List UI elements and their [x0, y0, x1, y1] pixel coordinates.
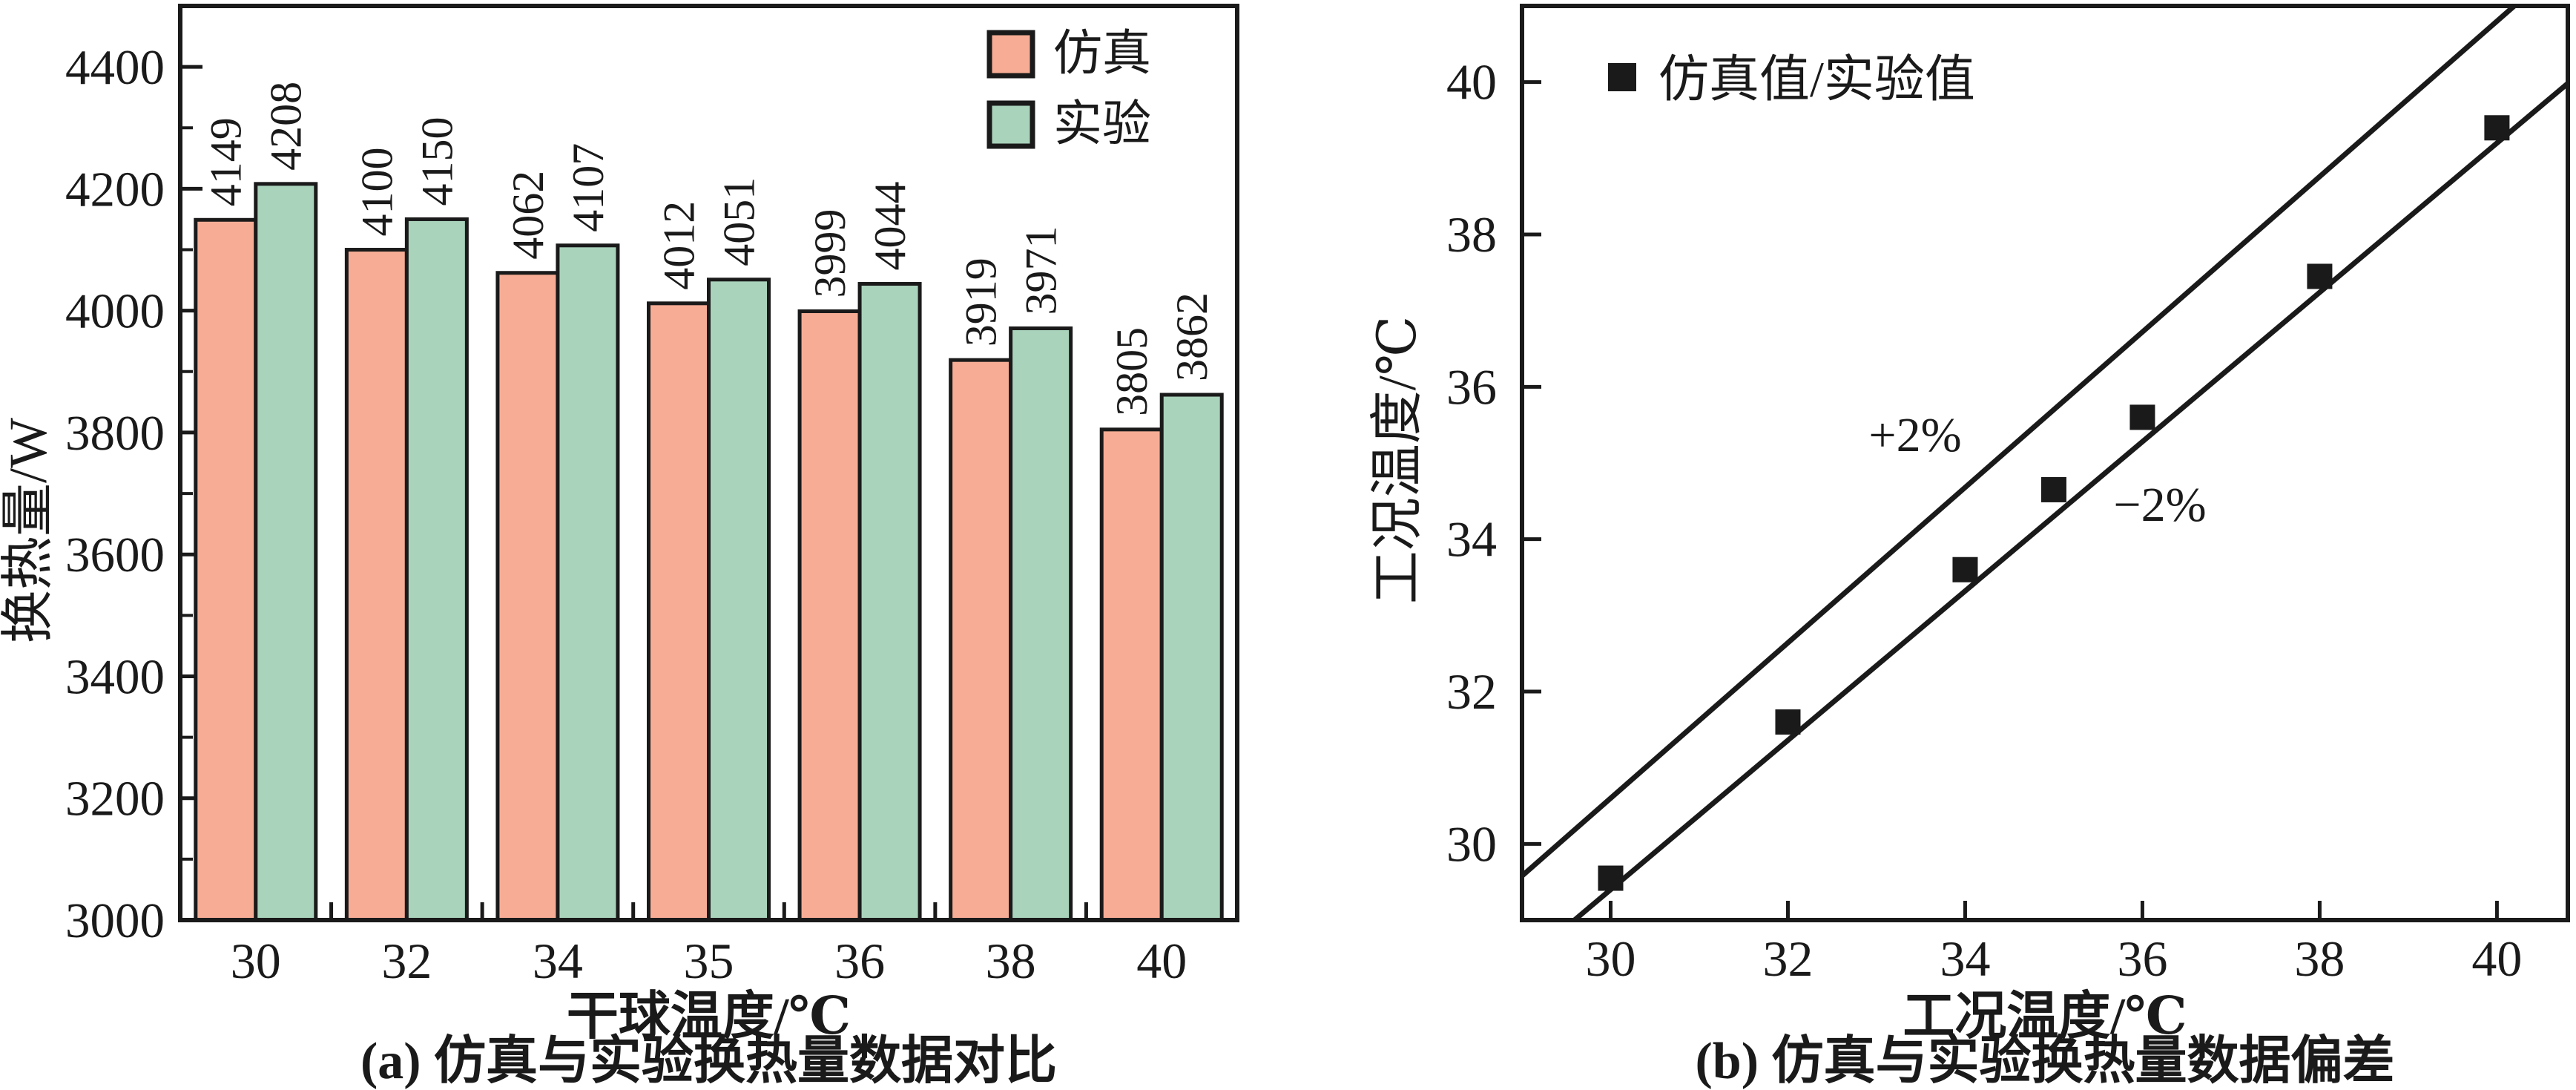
exp-bar [1009, 326, 1073, 922]
x-tick-label: 30 [1585, 930, 1635, 987]
bar-plot-frame [178, 4, 1239, 922]
x-tick-label: 38 [2294, 930, 2345, 987]
y-tick-label: 3400 [65, 649, 165, 704]
x-tick-label: 36 [834, 933, 885, 989]
y-tick-label: 3200 [65, 772, 165, 827]
y-tick-label: 4000 [65, 284, 165, 339]
y-tick-label: 36 [1446, 358, 1497, 415]
exp-bar [1159, 393, 1224, 922]
data-point [2307, 263, 2333, 289]
legend-sim-swatch [986, 30, 1035, 79]
x-tick-label: 30 [231, 933, 281, 989]
x-tick-label: 40 [2471, 930, 2522, 987]
sim-bar [647, 301, 711, 922]
data-point [1952, 557, 1978, 582]
bar-value-label: 4208 [262, 82, 311, 171]
bar-value-label: 4150 [412, 116, 461, 206]
exp-bar [857, 282, 922, 922]
y-tick-label: 34 [1446, 511, 1497, 568]
y-tick-label: 4400 [65, 40, 165, 95]
legend-exp-swatch [986, 100, 1035, 149]
x-tick-label: 32 [381, 933, 432, 989]
sim-bar [194, 217, 258, 922]
scatter-chart-y-axis-title: 工况温度/℃ [1368, 316, 1427, 605]
scatter-chart-legend: 仿真值/实验值 [1608, 51, 1975, 108]
sim-bar [1099, 427, 1164, 922]
scatter-chart-x-axis-title: 工况温度/℃ [1903, 988, 2187, 1045]
bar-chart-x-axis-title: 干球温度/℃ [566, 988, 851, 1045]
bar-value-label: 3805 [1107, 327, 1156, 416]
minus-2pct-line [1572, 81, 2570, 922]
minus-2pct-label: −2% [2113, 478, 2206, 532]
legend-marker-swatch [1608, 63, 1636, 91]
scatter-plot-frame [1520, 4, 2570, 922]
exp-bar [707, 278, 771, 922]
bar-group: 4100 4150 [344, 116, 469, 922]
sim-bar [495, 271, 560, 922]
x-tick-label: 34 [1940, 930, 1990, 987]
sim-bar [344, 248, 409, 922]
data-point [2484, 115, 2510, 141]
bar-group: 4012 4051 [647, 177, 771, 922]
bar-value-label: 4044 [866, 182, 915, 271]
data-point [2040, 476, 2066, 502]
bar-value-label: 4012 [654, 201, 703, 290]
scatter-chart-caption: (b) 仿真与实验换热量数据偏差 [1695, 1033, 2395, 1090]
bar-value-label: 3862 [1167, 292, 1216, 381]
bar-value-label: 4062 [504, 171, 553, 260]
data-point [1775, 709, 1801, 735]
bar-value-label: 3971 [1017, 226, 1066, 315]
sim-bar [797, 309, 862, 922]
exp-bar [556, 243, 620, 922]
plus-2pct-line [1520, 4, 2517, 879]
bar-value-label: 4149 [202, 117, 251, 206]
y-tick-label: 3600 [65, 528, 165, 582]
scatter-chart: 30 32 34 36 38 40 30 32 34 36 38 40 +2% −2% 工况温度/℃ 仿真值/… [1368, 4, 2570, 987]
x-tick-label: 36 [2117, 930, 2167, 987]
data-point [1598, 865, 1624, 891]
bar-value-label: 4100 [352, 148, 401, 237]
bar-value-label: 3999 [806, 209, 854, 298]
y-tick-label: 40 [1446, 54, 1497, 111]
bar-group: 3999 4044 [797, 182, 922, 922]
exp-bar [254, 182, 318, 922]
x-tick-label: 38 [986, 933, 1036, 989]
x-tick-label: 34 [533, 933, 583, 989]
bar-chart-y-axis-title: 换热量/W [0, 418, 58, 643]
y-tick-label: 30 [1446, 815, 1497, 872]
bar-group: 4062 4107 [495, 143, 620, 922]
legend-label: 仿真值/实验值 [1658, 51, 1975, 108]
x-tick-label: 40 [1136, 933, 1187, 989]
bar-value-label: 4051 [714, 177, 763, 266]
legend-label: 仿真 [1053, 27, 1151, 81]
y-tick-label: 3000 [65, 893, 165, 948]
sim-bar [949, 358, 1013, 922]
bar-group: 4149 4208 [194, 82, 318, 922]
bar-chart: 3000 3200 3400 3600 3800 4000 4200 4400 4149 4208… [0, 4, 1239, 989]
bar-group: 3919 3971 [949, 226, 1073, 922]
bar-chart-caption: (a) 仿真与实验换热量数据对比 [360, 1033, 1058, 1090]
bar-value-label: 3919 [957, 257, 1006, 347]
data-point [2129, 404, 2155, 430]
bar-value-label: 4107 [564, 143, 613, 232]
y-tick-label: 38 [1446, 206, 1497, 263]
y-tick-label: 4200 [65, 162, 165, 217]
bar-group: 3805 3862 [1099, 292, 1224, 922]
y-tick-label: 3800 [65, 406, 165, 461]
legend-label: 实验 [1053, 97, 1151, 151]
y-tick-label: 32 [1446, 663, 1497, 720]
x-tick-label: 32 [1762, 930, 1813, 987]
plus-2pct-label: +2% [1868, 408, 1961, 462]
exp-bar [404, 217, 469, 922]
x-tick-label: 35 [684, 933, 734, 989]
